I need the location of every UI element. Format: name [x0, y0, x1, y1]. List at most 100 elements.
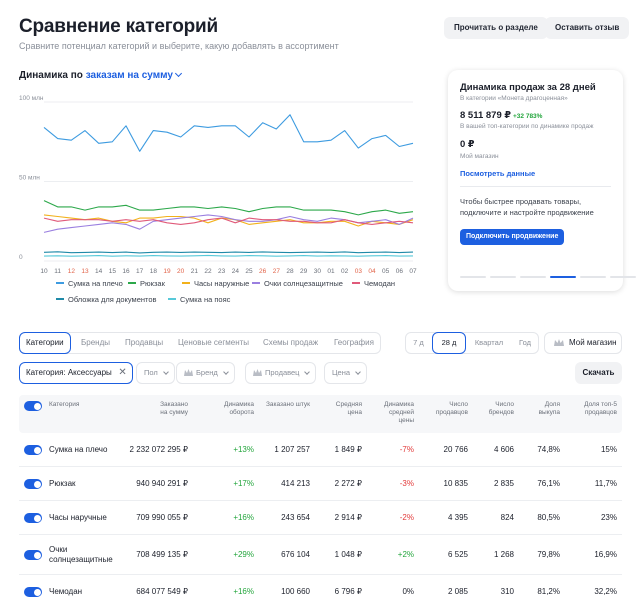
cell-price: 1 048 ₽ — [334, 550, 362, 559]
read-about-section-button[interactable]: Прочитать о разделе — [444, 17, 548, 39]
carousel-dot[interactable] — [520, 276, 546, 278]
column-header-units[interactable]: Заказано штук — [265, 401, 310, 408]
carousel-indicator[interactable] — [460, 276, 636, 278]
brand-filter-dropdown[interactable]: Бренд — [176, 362, 235, 384]
period-quarter[interactable]: Квартал — [474, 338, 504, 347]
my-store-button[interactable]: Мой магазин — [544, 332, 622, 354]
x-tick-label: 26 — [259, 268, 267, 275]
tab-price-segments[interactable]: Ценовые сегменты — [178, 338, 250, 347]
card-top-note: В вашей топ-категории по динамике продаж — [460, 123, 594, 130]
carousel-dot[interactable] — [460, 276, 486, 278]
legend-item[interactable]: Чемодан — [352, 279, 395, 288]
legend-item[interactable]: Сумка на плечо — [56, 279, 123, 288]
x-tick-label: 04 — [368, 268, 376, 275]
gender-filter-dropdown[interactable]: Пол — [136, 362, 175, 384]
card-value: 8 511 879 ₽ +32 783% — [460, 110, 542, 121]
legend-label: Чемодан — [364, 279, 396, 288]
column-header-avg-price-dyn[interactable]: Динамика средней цены — [384, 401, 414, 424]
column-header-brands[interactable]: Число брендов — [488, 401, 514, 416]
carousel-dot[interactable] — [490, 276, 516, 278]
price-filter-dropdown[interactable]: Цена — [324, 362, 368, 384]
carousel-dot[interactable] — [580, 276, 606, 278]
period-7d[interactable]: 7 д — [413, 338, 424, 347]
tab-geography[interactable]: География — [334, 338, 374, 347]
row-toggle[interactable] — [24, 445, 42, 455]
table-row-name: Сумка на плечо — [49, 445, 108, 454]
seller-filter-dropdown[interactable]: Продавец — [245, 362, 317, 384]
cell-ordered: 2 232 072 295 ₽ — [129, 445, 188, 454]
cell-ordered: 684 077 549 ₽ — [136, 587, 188, 596]
row-toggle[interactable] — [24, 479, 42, 489]
select-all-toggle[interactable] — [24, 401, 42, 411]
series-line-2[interactable] — [43, 214, 414, 227]
card-title: Динамика продаж за 28 дней — [460, 82, 596, 93]
column-header-top5[interactable]: Доля топ-5 продавцов — [584, 401, 617, 416]
cell-sellers: 4 395 — [447, 513, 468, 522]
row-toggle[interactable] — [24, 513, 42, 523]
cell-units: 100 660 — [281, 587, 310, 596]
column-header-avg-price[interactable]: Средняя цена — [335, 401, 362, 416]
column-header-sellers[interactable]: Число продавцов — [435, 401, 468, 416]
period-28d[interactable]: 28 д — [432, 332, 466, 354]
card-value-amount: 8 511 879 ₽ — [460, 110, 511, 121]
card-growth-badge: +32 783% — [513, 113, 543, 120]
download-button[interactable]: Скачать — [575, 362, 622, 384]
row-toggle[interactable] — [24, 550, 42, 560]
legend-swatch — [252, 282, 260, 284]
x-tick-label: 28 — [286, 268, 294, 275]
leave-feedback-button[interactable]: Оставить отзыв — [545, 17, 630, 39]
column-header-turnover[interactable]: Динамика оборота — [224, 401, 254, 416]
card-promo-text: Чтобы быстрее продавать товары, подключи… — [460, 197, 594, 217]
cell-brands: 824 — [500, 513, 514, 522]
series-line-0[interactable] — [43, 114, 414, 152]
legend-item[interactable]: Рюкзак — [128, 279, 165, 288]
column-header-category[interactable]: Категория — [49, 401, 80, 408]
legend-item[interactable]: Очки солнцезащитные — [252, 279, 343, 288]
cell-sellers: 2 085 — [447, 587, 468, 596]
card-category-note: В категории «Монета драгоценная» — [460, 95, 568, 102]
cell-turnover: +29% — [233, 550, 254, 559]
row-divider — [19, 466, 622, 467]
x-tick-label: 23 — [218, 268, 226, 275]
carousel-dot[interactable] — [610, 276, 636, 278]
legend-item[interactable]: Сумка на пояс — [168, 295, 230, 304]
tab-brands[interactable]: Бренды — [81, 338, 110, 347]
cell-sellers: 10 835 — [443, 479, 468, 488]
x-tick-label: 02 — [341, 268, 349, 275]
chart-metric-selector[interactable]: заказам на сумму — [86, 69, 183, 81]
category-filter-chip[interactable]: Категория: Аксессуары ✕ — [19, 362, 133, 384]
x-tick-label: 14 — [95, 268, 103, 275]
x-tick-label: 15 — [109, 268, 117, 275]
legend-item[interactable]: Обложка для документов — [56, 295, 157, 304]
series-line-5[interactable] — [43, 251, 414, 254]
legend-item[interactable]: Часы наружные — [182, 279, 249, 288]
cell-price-dyn: -2% — [399, 513, 414, 522]
crown-icon — [554, 339, 564, 346]
row-toggle[interactable] — [24, 587, 42, 597]
series-line-4[interactable] — [43, 217, 414, 225]
chevron-down-icon — [355, 369, 361, 375]
column-header-ordered[interactable]: Заказано на сумму — [160, 401, 188, 416]
period-year[interactable]: Год — [519, 338, 531, 347]
series-line-6[interactable] — [43, 254, 414, 257]
x-tick-label: 25 — [245, 268, 253, 275]
cell-units: 676 104 — [281, 550, 310, 559]
column-header-buyout[interactable]: Доля выкупа — [538, 401, 560, 416]
carousel-dot[interactable] — [550, 276, 576, 278]
tab-sellers[interactable]: Продавцы — [125, 338, 164, 347]
close-icon[interactable]: ✕ — [118, 367, 127, 378]
view-data-link[interactable]: Посмотреть данные — [460, 169, 536, 178]
cell-price: 6 796 ₽ — [334, 587, 362, 596]
seller-filter-label: Продавец — [265, 368, 300, 377]
tab-categories[interactable]: Категории — [19, 332, 71, 354]
cell-brands: 2 835 — [493, 479, 514, 488]
cell-turnover: +17% — [233, 479, 254, 488]
cell-buyout: 81,2% — [537, 587, 560, 596]
x-tick-label: 17 — [136, 268, 144, 275]
connect-promotion-button[interactable]: Подключить продвижение — [460, 229, 565, 245]
x-tick-label: 10 — [40, 268, 48, 275]
series-line-1[interactable] — [43, 200, 414, 216]
row-divider — [19, 500, 622, 501]
tab-sales-schemes[interactable]: Схемы продаж — [263, 338, 319, 347]
series-line-3[interactable] — [43, 214, 414, 233]
